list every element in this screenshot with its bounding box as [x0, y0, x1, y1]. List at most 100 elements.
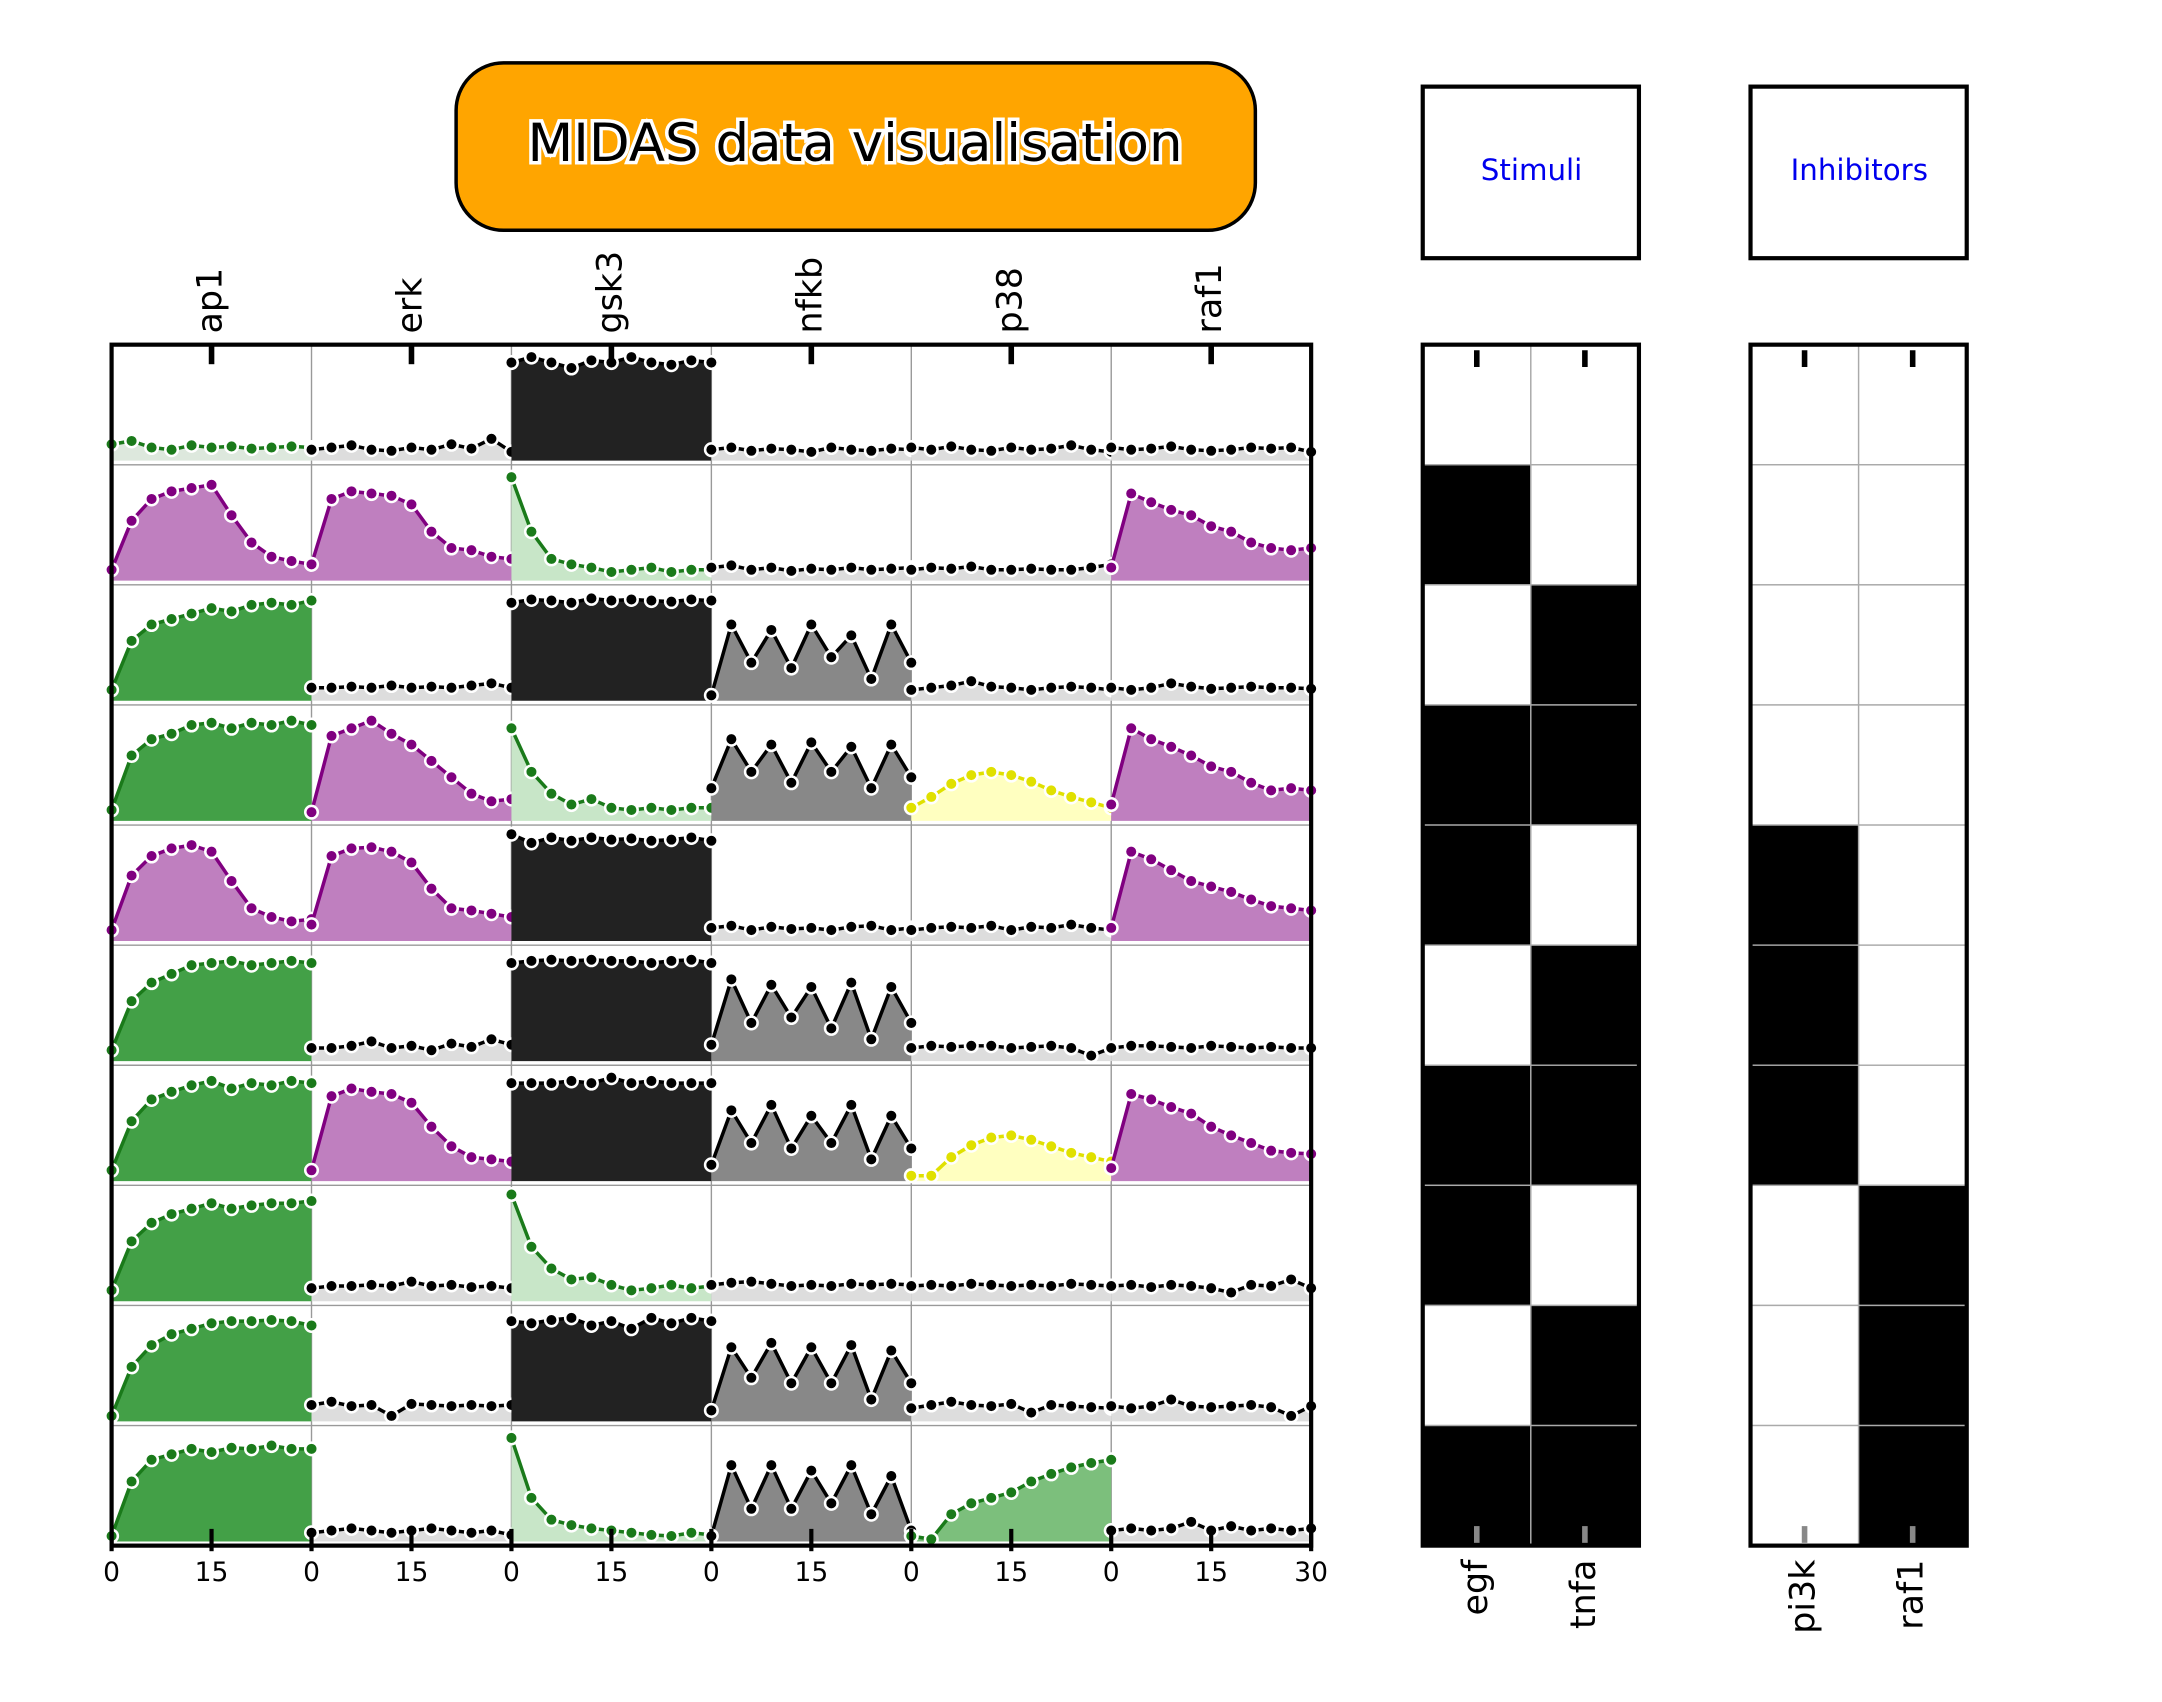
- data-point: [1183, 1398, 1199, 1414]
- data-point: [164, 1326, 180, 1342]
- condition-cell: [1530, 464, 1640, 586]
- condition-cell: [1749, 584, 1860, 706]
- data-point: [343, 679, 360, 695]
- data-point: [204, 1444, 220, 1460]
- data-point: [1083, 1048, 1099, 1064]
- data-point: [1263, 1039, 1279, 1055]
- data-point: [903, 1015, 919, 1031]
- data-point: [983, 1490, 999, 1506]
- data-point: [603, 953, 619, 969]
- data-point: [683, 829, 699, 846]
- data-point: [923, 1277, 939, 1293]
- data-point: [1183, 1278, 1199, 1294]
- data-point: [1223, 1398, 1239, 1414]
- data-point: [1043, 1038, 1059, 1054]
- data-point: [483, 549, 499, 565]
- data-point: [983, 443, 999, 459]
- data-point: [303, 556, 320, 572]
- data-point: [683, 562, 699, 578]
- data-point: [303, 1162, 320, 1178]
- data-point: [723, 971, 739, 987]
- data-point: [343, 1278, 360, 1294]
- data-point: [663, 1528, 679, 1544]
- data-point: [423, 1119, 440, 1135]
- data-point: [244, 1197, 260, 1213]
- data-point: [124, 1473, 140, 1490]
- data-point: [1283, 1271, 1299, 1287]
- data-point: [303, 955, 320, 971]
- data-point: [164, 483, 180, 499]
- data-point: [763, 622, 779, 638]
- data-point: [823, 922, 839, 938]
- data-point: [1223, 764, 1239, 780]
- data-point: [1283, 900, 1299, 916]
- condition-cell: [1857, 1424, 1968, 1547]
- data-point: [503, 1075, 519, 1091]
- data-point: [1123, 442, 1139, 458]
- data-point: [383, 726, 400, 742]
- data-point: [343, 840, 360, 856]
- data-point: [1163, 1099, 1179, 1115]
- data-point: [343, 437, 360, 453]
- cell-area: [1111, 1045, 1312, 1062]
- data-point: [563, 953, 579, 969]
- data-point: [1243, 1277, 1259, 1293]
- data-point: [1123, 1520, 1139, 1536]
- data-point: [283, 713, 300, 729]
- condition-cell: [1749, 824, 1860, 946]
- data-point: [1103, 1160, 1119, 1176]
- data-point: [663, 832, 679, 848]
- cell-area: [711, 624, 912, 701]
- data-point: [1023, 442, 1039, 458]
- data-point: [383, 1525, 400, 1541]
- data-point: [883, 1343, 899, 1359]
- data-point: [623, 1075, 639, 1091]
- data-point: [383, 1278, 400, 1294]
- data-point: [1043, 1397, 1059, 1413]
- data-point: [923, 680, 939, 696]
- data-point: [1203, 878, 1219, 895]
- data-point: [503, 469, 519, 485]
- data-point: [1143, 680, 1159, 696]
- data-point: [903, 562, 919, 578]
- data-point: [1263, 1143, 1279, 1159]
- data-point: [244, 441, 260, 457]
- title-box: [454, 61, 1258, 233]
- data-point: [543, 551, 559, 567]
- cell-area: [711, 739, 912, 821]
- data-point: [643, 1527, 659, 1543]
- data-point: [963, 1137, 979, 1153]
- data-point: [623, 802, 639, 818]
- cell-area: [911, 1459, 1112, 1542]
- data-point: [224, 1313, 240, 1329]
- x-tick-label: 0: [503, 1557, 520, 1588]
- data-point: [863, 1031, 879, 1047]
- data-point: [1043, 441, 1059, 457]
- data-point: [1223, 1285, 1239, 1301]
- data-point: [903, 1375, 919, 1391]
- data-point: [303, 680, 320, 696]
- data-point: [443, 1277, 459, 1293]
- data-point: [1083, 794, 1099, 810]
- data-point: [403, 680, 420, 696]
- inhibitors-header: [1748, 84, 1969, 261]
- data-point: [523, 524, 539, 540]
- data-point: [1063, 917, 1079, 933]
- data-point: [723, 1339, 739, 1355]
- data-point: [303, 1193, 320, 1209]
- data-point: [983, 679, 999, 695]
- data-point: [863, 780, 879, 796]
- data-point: [823, 1020, 839, 1036]
- data-point: [643, 1280, 659, 1296]
- data-point: [323, 1394, 340, 1410]
- data-point: [1143, 1091, 1159, 1107]
- data-point: [423, 881, 440, 897]
- data-point: [1243, 1397, 1259, 1413]
- data-point: [303, 442, 320, 458]
- data-point: [863, 1392, 879, 1408]
- data-point: [283, 1195, 300, 1211]
- data-point: [903, 1278, 919, 1294]
- data-point: [423, 524, 440, 540]
- data-point: [1123, 720, 1139, 736]
- data-point: [743, 443, 759, 459]
